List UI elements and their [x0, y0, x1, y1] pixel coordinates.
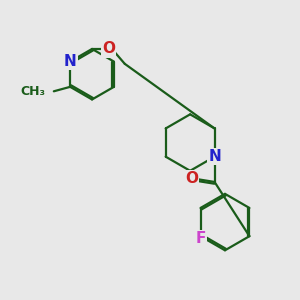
Text: N: N — [64, 54, 76, 69]
Text: CH₃: CH₃ — [20, 85, 46, 98]
Text: O: O — [102, 41, 115, 56]
Text: F: F — [195, 231, 206, 246]
Text: O: O — [185, 172, 198, 187]
Text: N: N — [208, 149, 221, 164]
